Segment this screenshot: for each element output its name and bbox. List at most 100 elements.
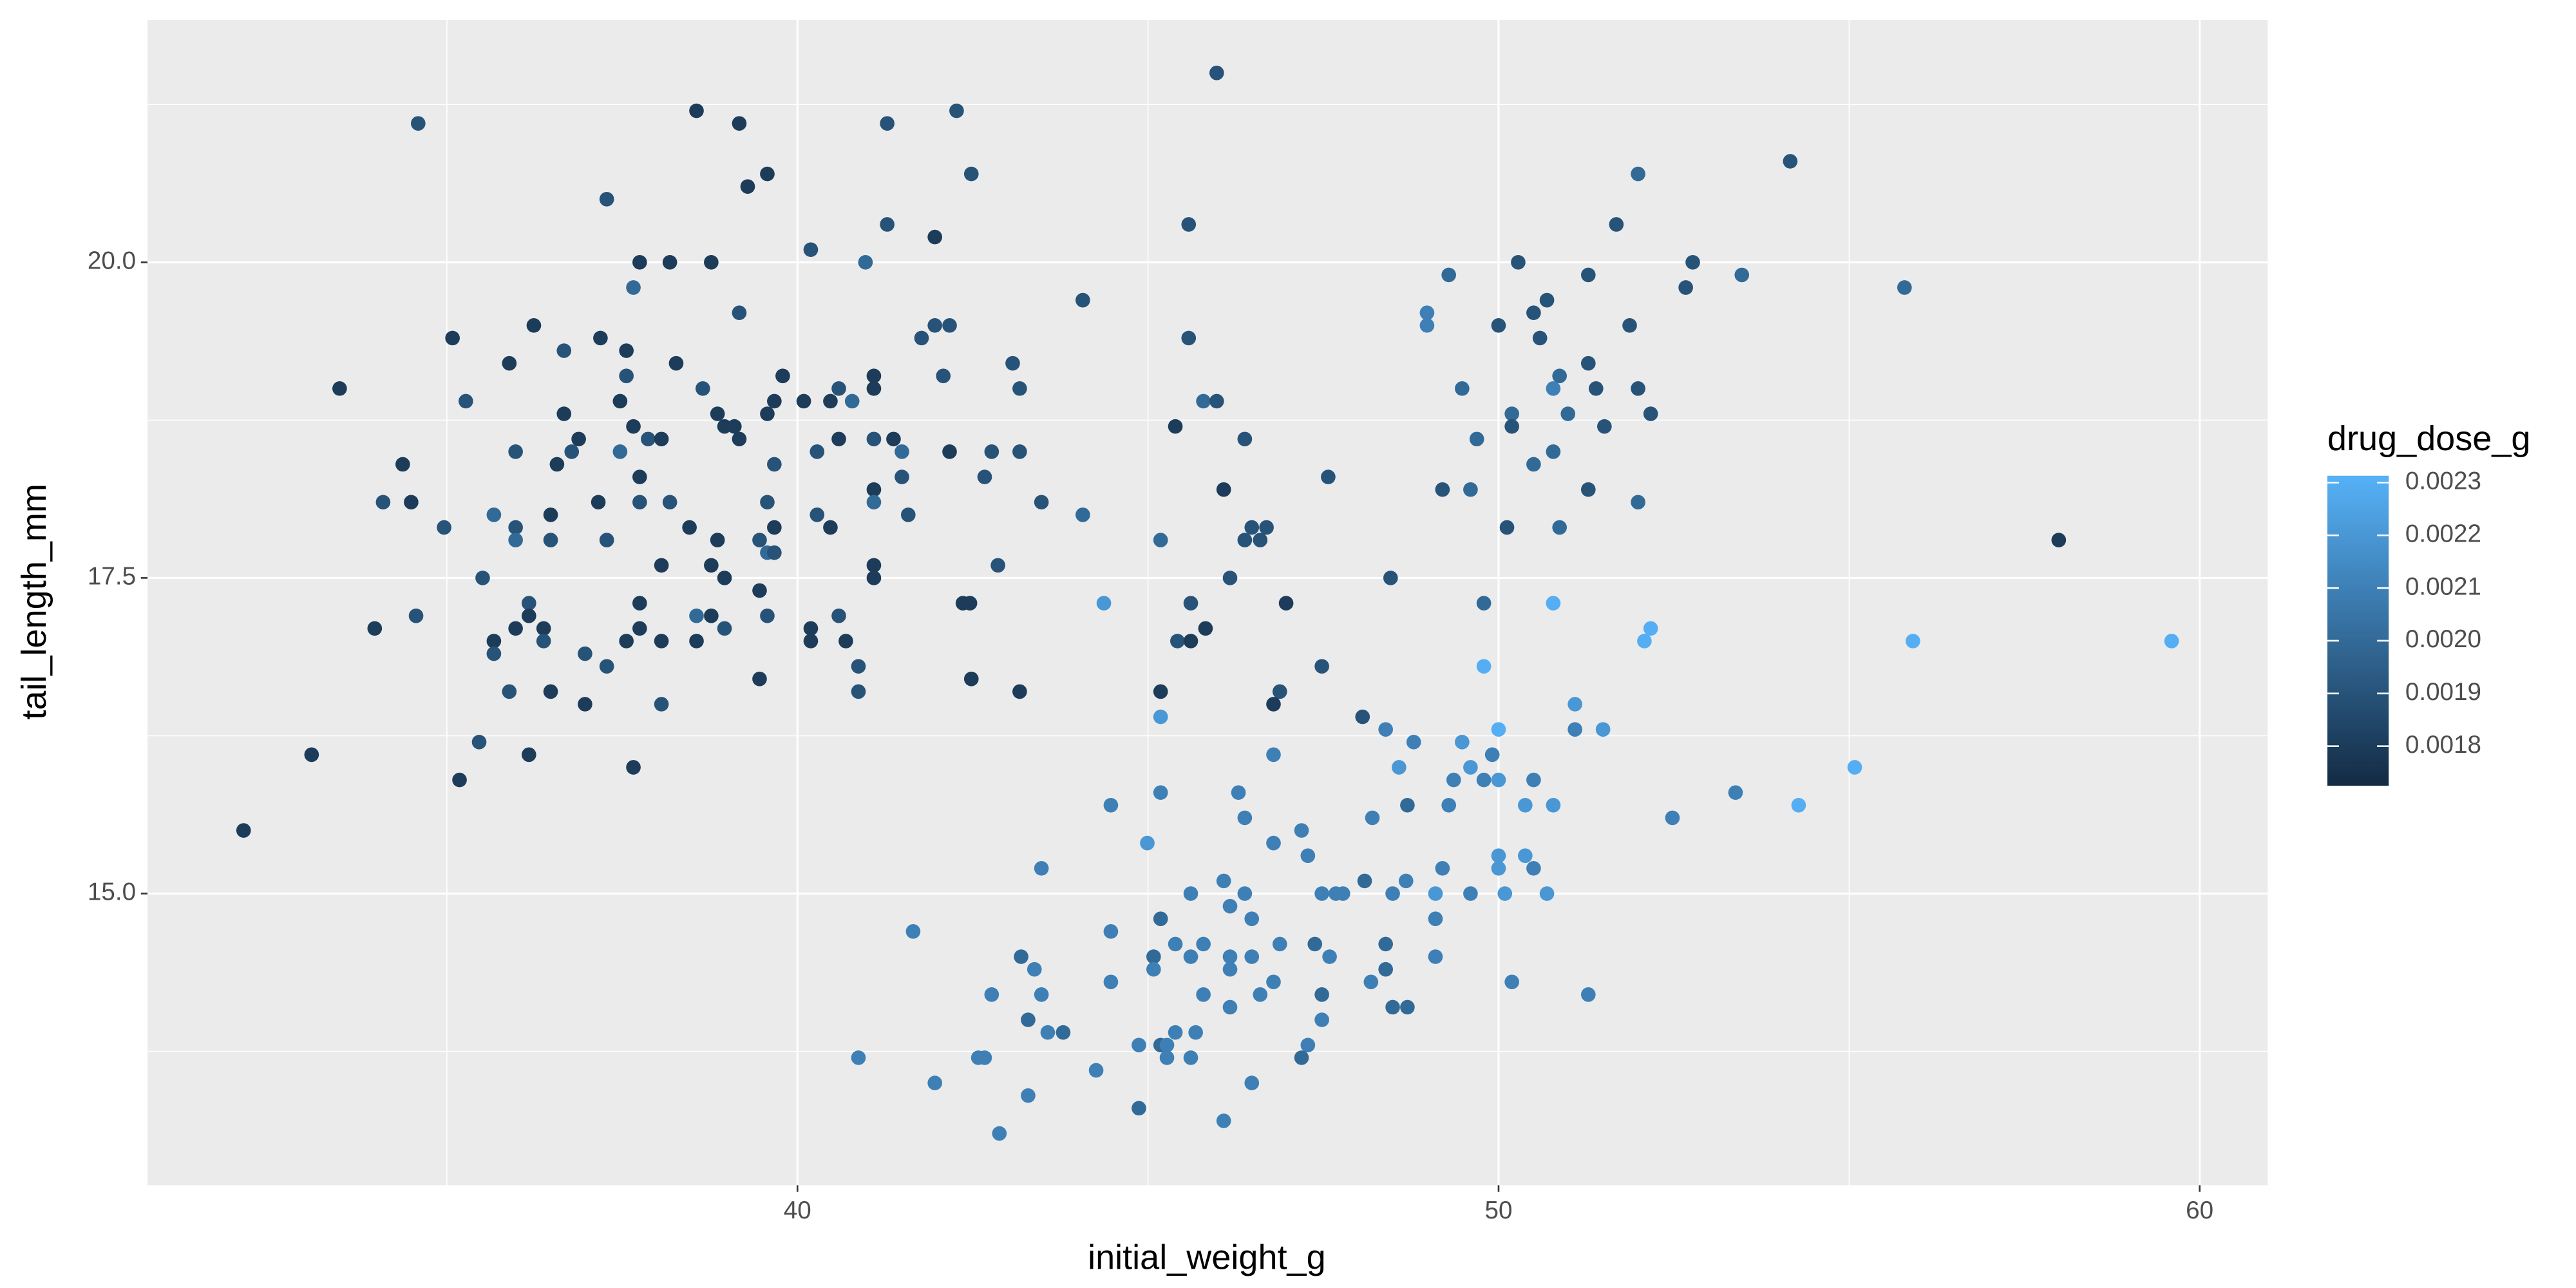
point <box>632 254 647 270</box>
point <box>1383 571 1398 585</box>
point <box>905 924 921 939</box>
point <box>619 343 634 358</box>
point <box>1847 760 1862 775</box>
point <box>591 495 606 510</box>
point <box>1546 444 1561 459</box>
point <box>304 747 319 762</box>
point <box>508 520 523 535</box>
point <box>866 558 882 573</box>
point <box>689 608 704 623</box>
colorbar-tick-label: 0.0023 <box>2405 468 2481 495</box>
point <box>626 419 641 434</box>
point <box>1272 684 1287 699</box>
point <box>612 393 628 409</box>
point <box>1595 722 1611 737</box>
point <box>1622 317 1637 333</box>
point <box>486 507 502 522</box>
point <box>752 583 767 598</box>
point <box>866 368 882 384</box>
point <box>1455 381 1470 396</box>
point <box>1244 911 1260 927</box>
point <box>1392 760 1406 775</box>
point <box>1678 280 1693 295</box>
point <box>632 596 647 611</box>
point <box>1253 533 1268 547</box>
point <box>1428 886 1443 901</box>
point <box>1526 305 1541 321</box>
point <box>1075 292 1090 308</box>
point <box>1567 697 1582 712</box>
point <box>717 621 732 636</box>
point <box>632 495 647 510</box>
point <box>1476 596 1492 611</box>
point <box>990 558 1005 573</box>
point <box>689 634 704 649</box>
point <box>1491 772 1506 788</box>
point <box>1266 974 1281 990</box>
point <box>1357 873 1372 889</box>
point <box>1398 873 1414 889</box>
point <box>984 444 999 459</box>
point <box>599 191 614 207</box>
point <box>543 684 558 699</box>
point <box>1272 936 1287 952</box>
point <box>332 381 347 396</box>
point <box>1491 861 1506 876</box>
point <box>1266 747 1281 762</box>
point <box>704 254 719 270</box>
point <box>810 507 825 522</box>
point <box>1378 936 1394 952</box>
point <box>1196 936 1211 952</box>
point <box>654 431 669 447</box>
point <box>1222 898 1238 914</box>
point <box>767 393 782 409</box>
point <box>578 697 592 712</box>
point <box>1132 1037 1146 1053</box>
point <box>1021 1012 1036 1027</box>
point <box>740 179 755 194</box>
point <box>1253 987 1268 1002</box>
point <box>632 621 647 636</box>
point <box>1385 999 1400 1015</box>
point <box>886 431 901 447</box>
point <box>1734 267 1750 283</box>
point <box>1103 924 1119 939</box>
point <box>977 1050 992 1065</box>
point <box>1504 974 1519 990</box>
point <box>831 431 846 447</box>
point <box>1526 772 1541 788</box>
legend-title: drug_dose_g <box>2327 419 2531 458</box>
point <box>760 495 775 510</box>
point <box>767 457 782 472</box>
point <box>949 103 964 118</box>
point <box>977 469 992 484</box>
point <box>578 646 592 661</box>
point <box>1580 987 1596 1002</box>
point <box>1103 974 1119 990</box>
point <box>1419 317 1435 333</box>
legend: 0.0018 0.0019 0.0020 0.0021 0.0022 0.0023 <box>2327 468 2481 759</box>
point <box>599 659 614 674</box>
point <box>1027 961 1042 977</box>
point <box>1539 886 1555 901</box>
point <box>1168 936 1183 952</box>
point <box>1526 861 1541 876</box>
point <box>1140 835 1155 851</box>
point <box>1419 305 1435 321</box>
point <box>1580 355 1596 371</box>
point <box>1685 254 1700 270</box>
point <box>992 1126 1007 1141</box>
point <box>502 684 517 699</box>
point <box>612 444 628 459</box>
point <box>1222 999 1238 1015</box>
point <box>1511 254 1526 270</box>
point <box>963 671 979 687</box>
point <box>1216 482 1231 497</box>
point <box>626 280 641 295</box>
point <box>1378 722 1394 737</box>
point <box>1783 154 1798 169</box>
point <box>668 355 684 371</box>
point <box>445 330 460 346</box>
point <box>1209 65 1224 80</box>
